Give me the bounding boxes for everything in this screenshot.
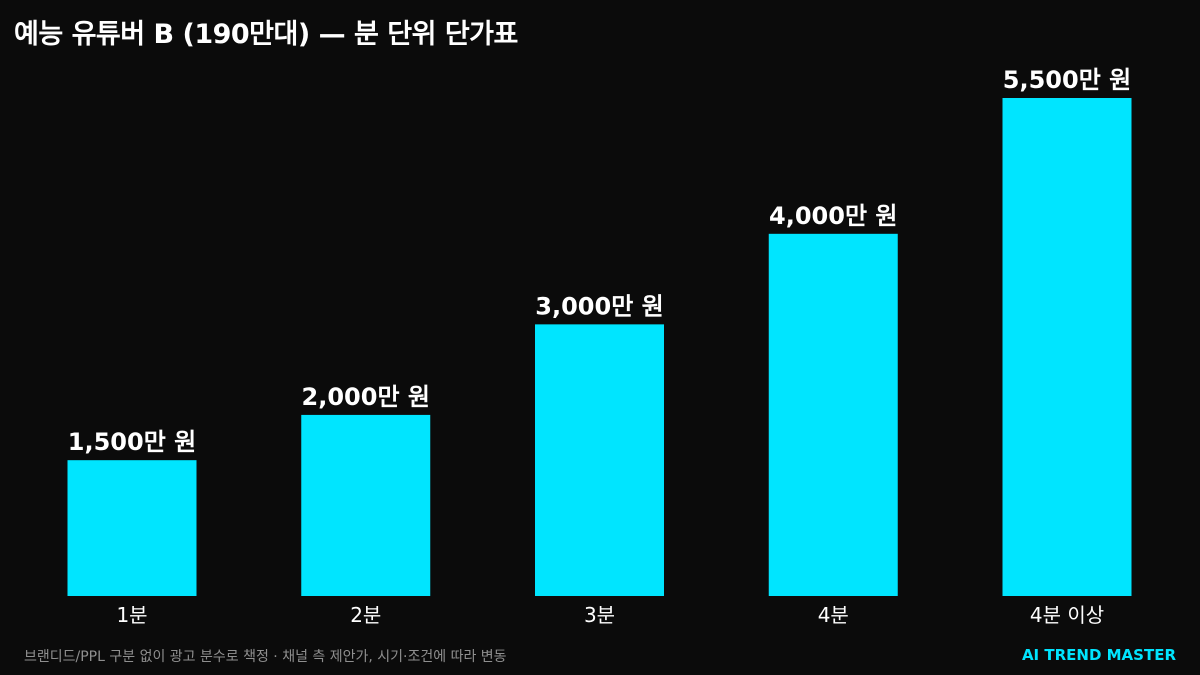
bar-1	[67, 460, 197, 596]
footnote: 브랜디드/PPL 구분 없이 광고 분수로 책정 · 채널 측 제안가, 시기·…	[24, 649, 507, 665]
bar-4	[768, 233, 898, 596]
value-label-4: 4,000만 원	[769, 202, 897, 230]
category-label-5: 4분 이상	[1030, 603, 1104, 627]
value-label-5: 5,500만 원	[1003, 66, 1131, 94]
value-label-2: 2,000만 원	[302, 383, 430, 411]
bar-5	[1002, 98, 1132, 596]
category-label-3: 3분	[584, 603, 615, 627]
value-label-3: 3,000만 원	[535, 292, 663, 320]
bar-3	[535, 324, 664, 596]
brand-logo: AI TREND MASTER	[1021, 646, 1176, 664]
bar-2	[301, 414, 431, 596]
category-label-2: 2분	[350, 603, 381, 627]
category-label-4: 4분	[818, 603, 849, 627]
category-label-1: 1분	[116, 603, 147, 627]
value-label-1: 1,500만 원	[68, 428, 196, 456]
chart-title: 예능 유튜버 B (190만대) — 분 단위 단가표	[14, 19, 518, 50]
